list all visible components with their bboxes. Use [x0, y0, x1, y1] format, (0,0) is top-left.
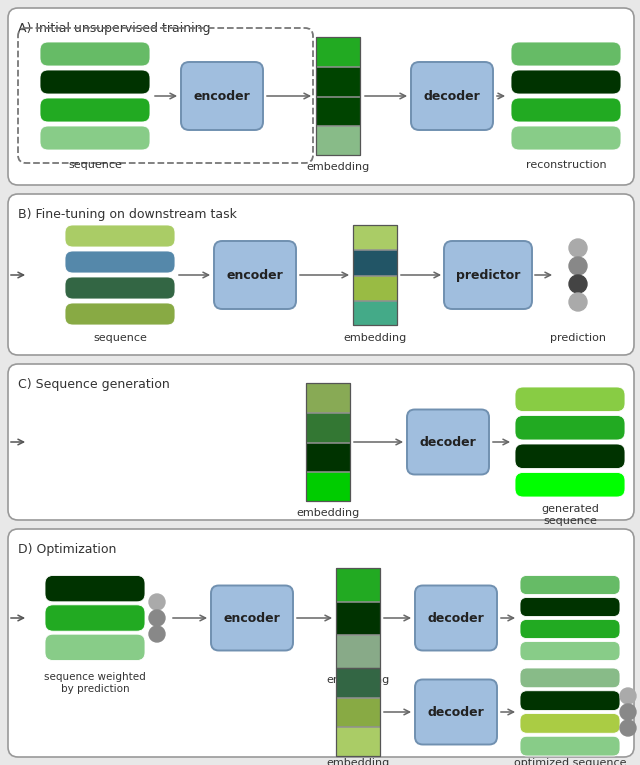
- Text: embedding: embedding: [307, 162, 370, 172]
- Bar: [353, 250, 397, 275]
- FancyBboxPatch shape: [520, 597, 620, 617]
- FancyBboxPatch shape: [520, 620, 620, 639]
- Circle shape: [569, 293, 587, 311]
- Bar: [316, 67, 360, 96]
- Text: prediction: prediction: [550, 333, 606, 343]
- Circle shape: [569, 239, 587, 257]
- Text: decoder: decoder: [428, 611, 484, 624]
- Circle shape: [149, 594, 165, 610]
- Text: B) Fine-tuning on downstream task: B) Fine-tuning on downstream task: [18, 208, 237, 221]
- FancyBboxPatch shape: [511, 70, 621, 94]
- Circle shape: [620, 720, 636, 736]
- FancyBboxPatch shape: [415, 679, 497, 744]
- Circle shape: [620, 704, 636, 720]
- Bar: [336, 601, 380, 634]
- Text: sequence weighted
by prediction: sequence weighted by prediction: [44, 672, 146, 694]
- Text: decoder: decoder: [424, 90, 481, 103]
- FancyBboxPatch shape: [411, 62, 493, 130]
- Bar: [353, 301, 397, 325]
- FancyBboxPatch shape: [520, 575, 620, 594]
- FancyBboxPatch shape: [40, 98, 150, 122]
- Bar: [336, 668, 380, 756]
- Bar: [336, 728, 380, 756]
- Text: predictor: predictor: [456, 269, 520, 282]
- Text: encoder: encoder: [223, 611, 280, 624]
- FancyBboxPatch shape: [511, 42, 621, 66]
- Text: embedding: embedding: [344, 333, 406, 343]
- Text: encoder: encoder: [227, 269, 284, 282]
- Bar: [336, 698, 380, 726]
- FancyBboxPatch shape: [8, 194, 634, 355]
- FancyBboxPatch shape: [214, 241, 296, 309]
- Bar: [306, 383, 350, 501]
- Text: decoder: decoder: [428, 705, 484, 718]
- FancyBboxPatch shape: [520, 691, 620, 711]
- FancyBboxPatch shape: [515, 415, 625, 440]
- Text: sequence: sequence: [93, 333, 147, 343]
- FancyBboxPatch shape: [181, 62, 263, 130]
- Text: decoder: decoder: [420, 435, 476, 448]
- FancyBboxPatch shape: [8, 364, 634, 520]
- Bar: [336, 636, 380, 668]
- FancyBboxPatch shape: [65, 277, 175, 299]
- Bar: [353, 225, 397, 325]
- FancyBboxPatch shape: [40, 126, 150, 150]
- FancyBboxPatch shape: [45, 575, 145, 602]
- FancyBboxPatch shape: [45, 634, 145, 660]
- FancyBboxPatch shape: [511, 126, 621, 150]
- FancyBboxPatch shape: [407, 409, 489, 474]
- FancyBboxPatch shape: [45, 605, 145, 631]
- Bar: [316, 126, 360, 155]
- Circle shape: [149, 626, 165, 642]
- FancyBboxPatch shape: [40, 70, 150, 94]
- Bar: [306, 413, 350, 441]
- FancyBboxPatch shape: [520, 714, 620, 733]
- FancyBboxPatch shape: [40, 42, 150, 66]
- Bar: [336, 568, 380, 601]
- Bar: [316, 37, 360, 155]
- Bar: [336, 568, 380, 668]
- Circle shape: [569, 275, 587, 293]
- Text: sequence: sequence: [68, 160, 122, 170]
- Bar: [353, 225, 397, 249]
- Circle shape: [620, 688, 636, 704]
- Text: reconstruction: reconstruction: [530, 672, 611, 682]
- FancyBboxPatch shape: [415, 585, 497, 650]
- Bar: [353, 275, 397, 300]
- FancyBboxPatch shape: [8, 8, 634, 185]
- Text: embedding: embedding: [296, 508, 360, 518]
- Text: D) Optimization: D) Optimization: [18, 543, 116, 556]
- Circle shape: [149, 610, 165, 626]
- FancyBboxPatch shape: [65, 251, 175, 273]
- Text: embedding: embedding: [326, 758, 390, 765]
- Text: encoder: encoder: [194, 90, 250, 103]
- Text: generated
sequence: generated sequence: [541, 504, 599, 526]
- Text: embedding: embedding: [326, 675, 390, 685]
- Text: reconstruction: reconstruction: [525, 160, 606, 170]
- Text: C) Sequence generation: C) Sequence generation: [18, 378, 170, 391]
- Bar: [306, 383, 350, 412]
- Bar: [336, 668, 380, 697]
- FancyBboxPatch shape: [515, 473, 625, 497]
- FancyBboxPatch shape: [511, 98, 621, 122]
- FancyBboxPatch shape: [8, 529, 634, 757]
- Circle shape: [569, 257, 587, 275]
- FancyBboxPatch shape: [515, 387, 625, 412]
- FancyBboxPatch shape: [520, 736, 620, 756]
- FancyBboxPatch shape: [211, 585, 293, 650]
- Text: A) Initial unsupervised training: A) Initial unsupervised training: [18, 22, 211, 35]
- FancyBboxPatch shape: [444, 241, 532, 309]
- FancyBboxPatch shape: [520, 668, 620, 688]
- Bar: [316, 96, 360, 125]
- FancyBboxPatch shape: [65, 303, 175, 325]
- FancyBboxPatch shape: [65, 225, 175, 247]
- FancyBboxPatch shape: [520, 642, 620, 660]
- Bar: [316, 37, 360, 66]
- Text: optimized sequence: optimized sequence: [514, 758, 627, 765]
- Bar: [306, 442, 350, 471]
- Bar: [306, 472, 350, 501]
- FancyBboxPatch shape: [515, 444, 625, 468]
